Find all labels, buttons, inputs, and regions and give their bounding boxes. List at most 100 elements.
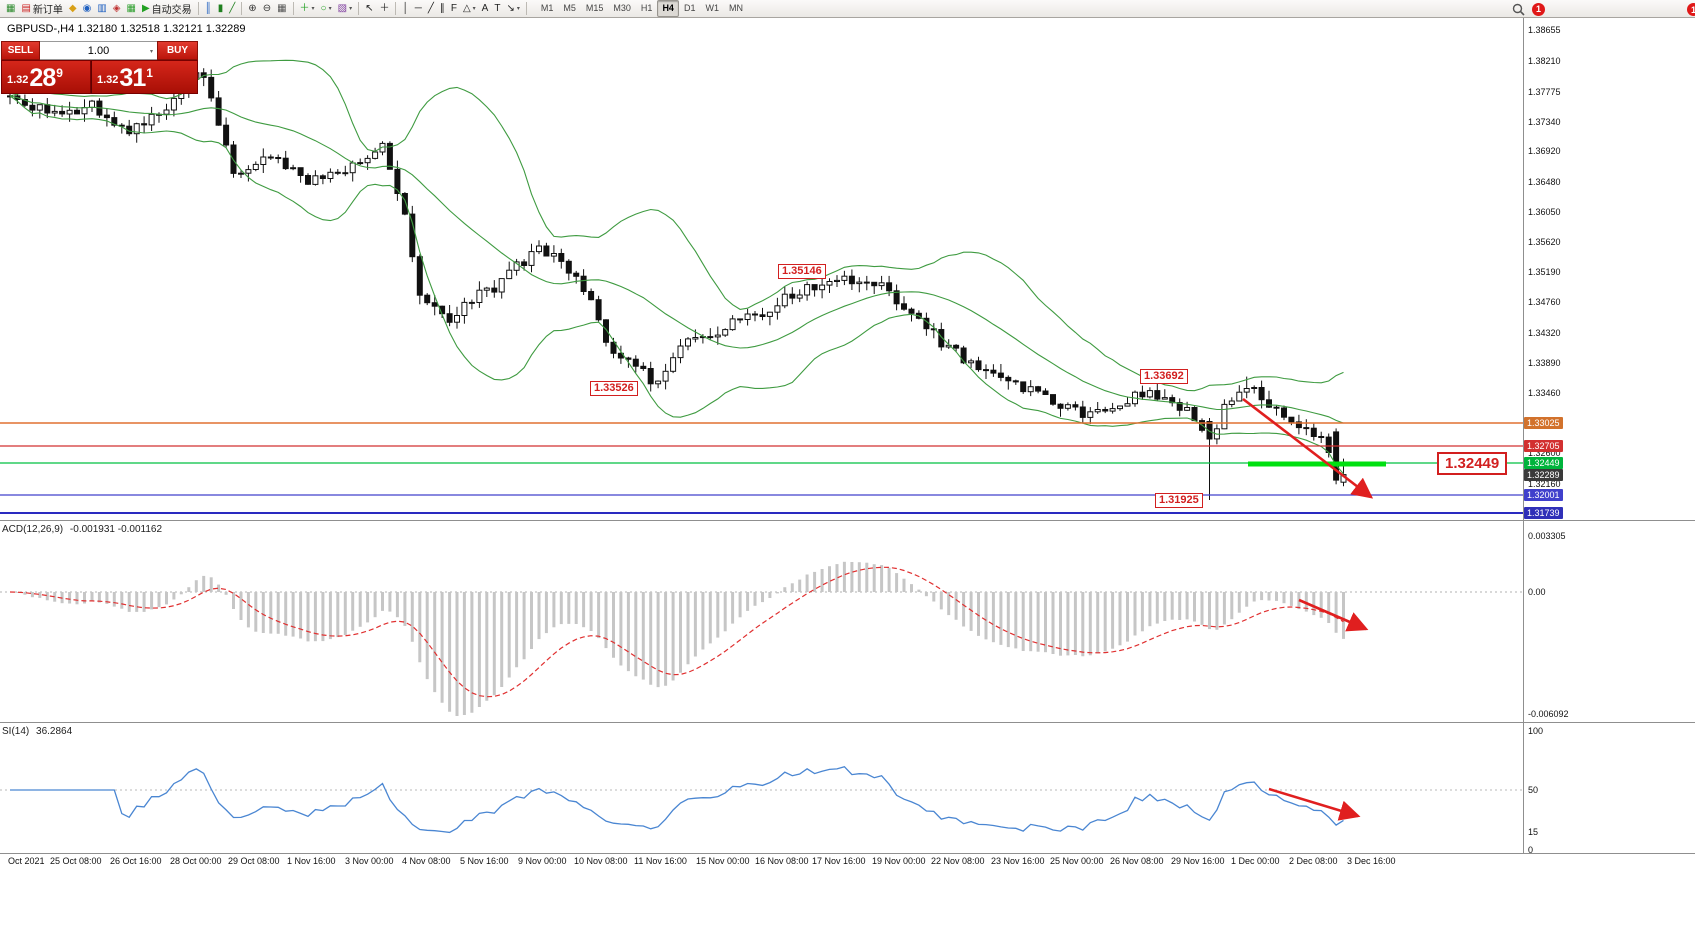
timeframe-mn-button[interactable]: MN [728, 3, 743, 13]
macd-axis-label: 0.003305 [1528, 531, 1566, 541]
price-axis-tick: 1.35190 [1528, 267, 1561, 277]
search-icon[interactable] [1512, 3, 1525, 16]
timeframe-h1-button[interactable]: H1 [640, 3, 653, 13]
toolbar-separator [241, 2, 243, 15]
volume-value: 1.00 [87, 44, 110, 57]
vertical-line-icon: │ [402, 2, 409, 14]
indicators-button[interactable]: ＋ ▾ [297, 0, 318, 18]
price-axis-tag[interactable]: 1.33025 [1524, 417, 1563, 429]
rsi-axis-label: 50 [1528, 785, 1539, 795]
price-callout[interactable]: 1.35146 [778, 264, 826, 279]
crosshair-button[interactable]: ＋ [376, 0, 392, 18]
arrows-icon: ↘ [506, 2, 515, 14]
new-chart-button[interactable]: ▦ [3, 0, 18, 18]
cursor-button[interactable]: ↖ [362, 0, 376, 18]
price-callout[interactable]: 1.33526 [590, 381, 638, 396]
timeframe-m1-button[interactable]: M1 [540, 3, 554, 13]
text-button[interactable]: A [479, 0, 492, 18]
price-axis-tick: 1.35620 [1528, 237, 1561, 247]
fibonacci-button[interactable]: F [448, 0, 460, 18]
market-watch-button[interactable]: ◉ [80, 0, 95, 18]
price-axis-tag[interactable]: 1.32449 [1524, 457, 1563, 469]
price-axis-tick: 1.36050 [1528, 207, 1561, 217]
horizontal-line-icon: ─ [414, 2, 422, 14]
timeframe-h4-button[interactable]: H4 [657, 0, 679, 17]
buy-price-sup: 1 [146, 66, 153, 80]
candlestick-chart-button[interactable]: ▮ [215, 0, 227, 18]
volume-dropdown-icon[interactable]: ▾ [149, 49, 153, 55]
timeframe-m5-button[interactable]: M5 [563, 3, 576, 13]
key-level-callout[interactable]: 1.32449 [1437, 452, 1508, 475]
volume-input[interactable]: 1.00 ▾ [40, 41, 157, 60]
chart-ohlc-title: GBPUSD-,H4 1.32180 1.32518 1.32121 1.322… [7, 23, 246, 35]
rsi-panel[interactable] [0, 723, 1523, 853]
time-axis-label: 26 Nov 08:00 [1110, 856, 1164, 866]
data-window-button[interactable]: ▥ [94, 0, 109, 18]
price-axis-tag[interactable]: 1.32289 [1524, 469, 1563, 481]
zoom-out-button[interactable]: ⊖ [260, 0, 274, 18]
favorites-button[interactable]: ◆ [66, 0, 80, 18]
tile-windows-button[interactable]: ▦ [274, 0, 289, 18]
buy-price-main: 1.32 [97, 74, 119, 86]
timeframe-m15-button[interactable]: M15 [585, 3, 604, 13]
time-axis-divider [0, 853, 1695, 854]
timeframe-w1-button[interactable]: W1 [705, 3, 719, 13]
shapes-button[interactable]: △ ▾ [460, 0, 479, 18]
dropdown-caret-icon: ▾ [472, 6, 476, 12]
fibonacci-icon: F [450, 2, 457, 14]
price-axis-tag[interactable]: 1.32705 [1524, 440, 1563, 452]
time-axis-label: 16 Nov 08:00 [755, 856, 809, 866]
toolbar-separator [197, 2, 199, 15]
rsi-name: SI(14) [2, 726, 30, 737]
sell-button[interactable]: SELL [1, 41, 40, 60]
time-axis-label: 19 Nov 00:00 [872, 856, 926, 866]
price-axis-tag[interactable]: 1.32001 [1524, 489, 1563, 501]
channel-button[interactable]: ∥ [437, 0, 448, 18]
time-axis-label: 28 Oct 00:00 [170, 856, 222, 866]
price-callout[interactable]: 1.31925 [1155, 493, 1203, 508]
timeframe-d1-button[interactable]: D1 [683, 3, 696, 13]
vertical-line-button[interactable]: │ [399, 0, 411, 18]
arrows-button[interactable]: ↘ ▾ [503, 0, 522, 18]
toolbar-separator [525, 2, 527, 15]
dropdown-caret-icon: ▾ [349, 6, 353, 12]
sell-price-sup: 9 [56, 66, 63, 80]
buy-price-button[interactable]: 1.32 31 1 [91, 60, 198, 94]
indicators-icon: ＋ [299, 2, 310, 14]
bar-chart-button[interactable]: ║ [202, 0, 215, 18]
price-axis-tick: 1.38655 [1528, 25, 1561, 35]
time-axis-label: 1 Dec 00:00 [1231, 856, 1280, 866]
macd-panel[interactable] [0, 521, 1523, 722]
edge-notification-badge[interactable]: 1 [1687, 3, 1695, 16]
price-axis-tag[interactable]: 1.31739 [1524, 507, 1563, 519]
sell-price-button[interactable]: 1.32 28 9 [1, 60, 91, 94]
terminal-button[interactable]: ▦ [124, 0, 139, 18]
trendline-button[interactable]: ╱ [425, 0, 437, 18]
zoom-in-button[interactable]: ⊕ [245, 0, 259, 18]
buy-button[interactable]: BUY [157, 41, 198, 60]
terminal-icon: ▦ [126, 2, 136, 14]
macd-name: ACD(12,26,9) [2, 524, 64, 535]
sell-price-main: 1.32 [7, 74, 29, 86]
main-chart-panel[interactable] [0, 18, 1523, 520]
text-label-button[interactable]: T [491, 0, 503, 18]
macd-axis-label: -0.006092 [1528, 709, 1569, 719]
timeframe-m30-button[interactable]: M30 [613, 3, 631, 13]
time-axis-label: 17 Nov 16:00 [812, 856, 866, 866]
horizontal-line-button[interactable]: ─ [412, 0, 425, 18]
time-axis-label: 26 Oct 16:00 [110, 856, 162, 866]
time-axis-label: 29 Oct 08:00 [228, 856, 280, 866]
price-axis[interactable] [1523, 18, 1695, 853]
time-axis-label: 11 Nov 16:00 [634, 856, 687, 866]
panel-divider[interactable] [0, 722, 1695, 723]
auto-trading-icon: ▶ [141, 2, 150, 14]
line-chart-button[interactable]: ╱ [226, 0, 238, 18]
price-callout[interactable]: 1.33692 [1140, 369, 1188, 384]
navigator-button[interactable]: ◈ [110, 0, 124, 18]
templates-button[interactable]: ▧ ▾ [335, 0, 355, 18]
new-order-button[interactable]: ▤ 新订单 [18, 0, 65, 18]
periods-button[interactable]: ○ ▾ [318, 0, 335, 18]
auto-trading-button[interactable]: ▶ 自动交易 [139, 0, 195, 18]
notification-badge[interactable]: 1 [1532, 2, 1545, 16]
panel-divider[interactable] [0, 520, 1695, 521]
